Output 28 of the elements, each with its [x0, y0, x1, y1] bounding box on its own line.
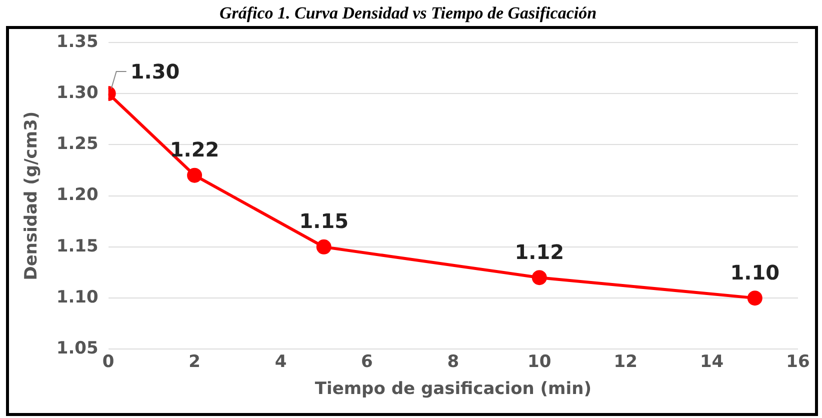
- x-tick-label: 8: [447, 352, 460, 372]
- y-tick-label: 1.30: [56, 82, 99, 103]
- data-label: 1.10: [730, 260, 780, 284]
- point: [187, 168, 202, 183]
- y-tick-label: 1.05: [56, 338, 98, 359]
- data-label: 1.22: [170, 138, 220, 162]
- point: [316, 239, 332, 254]
- y-axis-title: Densidad (g/cm3): [22, 111, 42, 280]
- data-label: 1.12: [514, 240, 564, 264]
- data-label: 1.30: [130, 60, 180, 84]
- y-tick-label: 1.20: [56, 185, 99, 206]
- x-axis-title: Tiempo de gasificacion (min): [314, 379, 592, 400]
- x-tick-label: 2: [188, 352, 200, 372]
- y-tick-label: 1.25: [56, 134, 98, 154]
- x-tick-label: 0: [102, 352, 114, 372]
- y-tick-label: 1.35: [56, 32, 98, 52]
- x-tick-label: 16: [786, 352, 810, 372]
- point: [532, 270, 547, 286]
- x-tick-label: 10: [528, 352, 552, 372]
- x-tick-label: 4: [274, 352, 287, 372]
- x-tick-label: 6: [361, 352, 373, 372]
- point: [747, 290, 762, 306]
- chart-title: Gráfico 1. Curva Densidad vs Tiempo de Gasificación: [219, 4, 597, 23]
- x-tick-label: 14: [700, 352, 724, 372]
- x-tick-label: 12: [614, 352, 638, 372]
- y-tick-label: 1.15: [56, 236, 98, 256]
- y-tick-label: 1.10: [56, 287, 99, 308]
- data-label: 1.15: [299, 209, 349, 234]
